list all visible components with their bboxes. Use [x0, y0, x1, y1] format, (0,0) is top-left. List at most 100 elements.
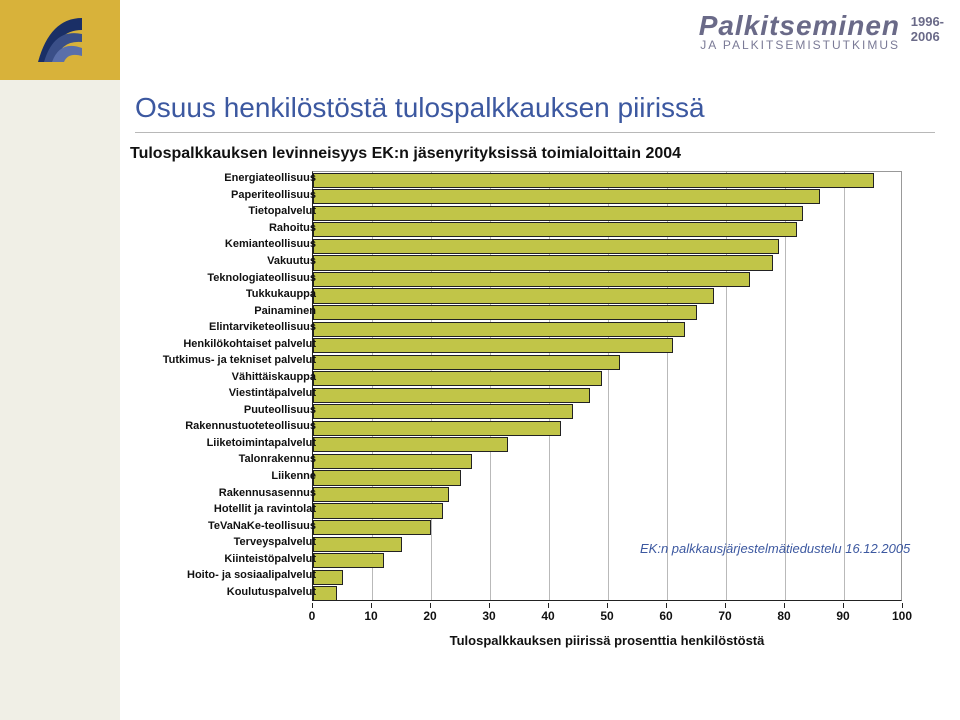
- x-tick-label: 90: [828, 609, 858, 623]
- bar: [313, 503, 443, 518]
- bar: [313, 570, 343, 585]
- y-label: Henkilökohtaiset palvelut: [183, 338, 316, 350]
- x-tick-label: 100: [887, 609, 917, 623]
- gridline: [844, 172, 845, 600]
- chart-area: Tulospalkkauksen piirissä prosenttia hen…: [130, 171, 930, 631]
- bar-row: [313, 189, 820, 204]
- x-tick-label: 20: [415, 609, 445, 623]
- x-tick-label: 0: [297, 609, 327, 623]
- bar: [313, 371, 602, 386]
- logo-icon: [30, 10, 90, 70]
- bar-row: [313, 487, 449, 502]
- y-label: Tietopalvelut: [248, 205, 316, 217]
- bar-row: [313, 322, 685, 337]
- x-tick: [548, 603, 549, 608]
- x-tick-label: 70: [710, 609, 740, 623]
- bar: [313, 454, 472, 469]
- left-column: [0, 80, 120, 720]
- bar: [313, 404, 573, 419]
- y-label: Paperiteollisuus: [231, 189, 316, 201]
- bar-row: [313, 222, 797, 237]
- bar-row: [313, 421, 561, 436]
- header-band: Palkitseminen JA PALKITSEMISTUTKIMUS 199…: [0, 0, 960, 80]
- y-label: Koulutuspalvelut: [227, 586, 316, 598]
- x-tick-label: 30: [474, 609, 504, 623]
- bar: [313, 338, 673, 353]
- x-tick: [902, 603, 903, 608]
- bar: [313, 586, 337, 601]
- page-title: Osuus henkilöstöstä tulospalkkauksen pii…: [135, 92, 705, 124]
- page-root: Palkitseminen JA PALKITSEMISTUTKIMUS 199…: [0, 0, 960, 720]
- bar-row: [313, 255, 773, 270]
- bar-row: [313, 454, 472, 469]
- source-note: EK:n palkkausjärjestelmätiedustelu 16.12…: [640, 541, 910, 556]
- y-label: Kiinteistöpalvelut: [224, 553, 316, 565]
- y-label: Rakennustuoteteollisuus: [185, 420, 316, 432]
- x-tick: [430, 603, 431, 608]
- bar-row: [313, 586, 337, 601]
- bar: [313, 437, 508, 452]
- y-label: Hotellit ja ravintolat: [214, 503, 316, 515]
- bar-row: [313, 503, 443, 518]
- y-label: Vakuutus: [267, 255, 316, 267]
- bar: [313, 206, 803, 221]
- bar: [313, 470, 461, 485]
- y-label: Liikenne: [271, 470, 316, 482]
- bar: [313, 355, 620, 370]
- x-tick: [784, 603, 785, 608]
- x-tick-label: 40: [533, 609, 563, 623]
- x-tick: [312, 603, 313, 608]
- chart-plot: [312, 171, 902, 601]
- y-label: Hoito- ja sosiaalipalvelut: [187, 569, 316, 581]
- bar: [313, 173, 874, 188]
- y-label: Vähittäiskauppa: [232, 371, 316, 383]
- x-tick: [666, 603, 667, 608]
- x-axis-title: Tulospalkkauksen piirissä prosenttia hen…: [312, 633, 902, 648]
- bar-row: [313, 553, 384, 568]
- bar-row: [313, 305, 697, 320]
- y-label: Talonrakennus: [239, 453, 316, 465]
- bar: [313, 305, 697, 320]
- bar-row: [313, 388, 590, 403]
- bar-row: [313, 371, 602, 386]
- banner-years: 1996- 2006: [911, 14, 944, 44]
- y-label: Terveyspalvelut: [234, 536, 316, 548]
- bar: [313, 272, 750, 287]
- y-label: TeVaNaKe-teollisuus: [208, 520, 316, 532]
- bar: [313, 322, 685, 337]
- bar-row: [313, 570, 343, 585]
- y-label: Liiketoimintapalvelut: [207, 437, 316, 449]
- bar: [313, 288, 714, 303]
- bar-row: [313, 355, 620, 370]
- bar: [313, 553, 384, 568]
- y-label: Teknologiateollisuus: [207, 272, 316, 284]
- x-tick: [607, 603, 608, 608]
- bar-row: [313, 206, 803, 221]
- bar: [313, 421, 561, 436]
- bar-row: [313, 239, 779, 254]
- y-label: Puuteollisuus: [244, 404, 316, 416]
- x-tick: [725, 603, 726, 608]
- bar-row: [313, 288, 714, 303]
- x-tick-label: 80: [769, 609, 799, 623]
- bar-row: [313, 272, 750, 287]
- bar-row: [313, 338, 673, 353]
- y-label: Energiateollisuus: [224, 172, 316, 184]
- bar: [313, 239, 779, 254]
- bar: [313, 189, 820, 204]
- bar: [313, 222, 797, 237]
- banner-sub: JA PALKITSEMISTUTKIMUS: [699, 38, 900, 52]
- x-tick: [489, 603, 490, 608]
- bar-row: [313, 520, 431, 535]
- y-label: Tukkukauppa: [246, 288, 316, 300]
- y-label: Viestintäpalvelut: [229, 387, 316, 399]
- x-tick: [371, 603, 372, 608]
- x-tick-label: 60: [651, 609, 681, 623]
- y-label: Painaminen: [254, 305, 316, 317]
- x-tick: [843, 603, 844, 608]
- bar-row: [313, 404, 573, 419]
- bar-row: [313, 437, 508, 452]
- bar: [313, 255, 773, 270]
- y-label: Rakennusasennus: [219, 487, 316, 499]
- logo-block: [0, 0, 120, 80]
